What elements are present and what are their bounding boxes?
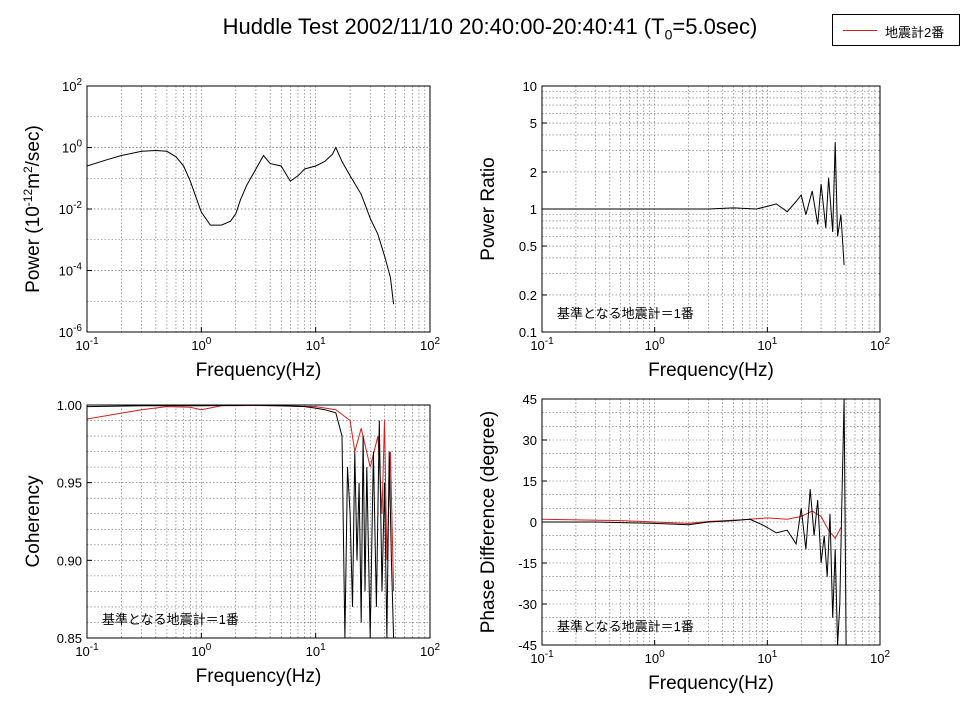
coherency-xtick-label: 100 — [191, 642, 211, 659]
coherency-plot-frame — [86, 404, 431, 639]
ratio-ytick-label: 1 — [530, 202, 537, 217]
power-ytick-label: 10-2 — [59, 200, 83, 217]
legend: 地震計2番 — [832, 14, 960, 46]
phase-xtick-label: 10-1 — [530, 649, 554, 666]
legend-swatch — [843, 30, 877, 31]
ratio-ytick-label: 0.2 — [519, 288, 537, 303]
ratio-ytick-label: 5 — [530, 116, 537, 131]
power-ytick-label: 102 — [62, 77, 82, 94]
ratio-xlabel: Frequency(Hz) — [648, 360, 774, 381]
ratio-ytick-label: 0.5 — [519, 239, 537, 254]
power-xtick-label: 101 — [306, 336, 326, 353]
coherency-ylabel: Coherency — [23, 475, 44, 567]
ratio-series-line-1 — [542, 142, 845, 266]
title-text: Huddle Test 2002/11/10 20:40:00-20:40:41… — [222, 14, 665, 39]
power-ytick-label: 100 — [62, 139, 82, 156]
ratio-series-group — [542, 142, 845, 266]
coherency-series-group — [87, 405, 395, 638]
coherency-ytick-label: 0.90 — [57, 553, 82, 568]
coherency-panel: 10-1 100 101 102 1.00 0.95 0.90 0.85 Frequency(H… — [23, 398, 440, 687]
coherency-xtick-label: 101 — [306, 642, 326, 659]
ratio-ytick-label: 10 — [523, 79, 537, 94]
ratio-xtick-label: 100 — [645, 336, 665, 353]
coherency-xtick-label: 102 — [420, 642, 440, 659]
coherency-annotation: 基準となる地震計＝1番 — [102, 612, 239, 627]
power-xtick-label: 10-1 — [75, 336, 99, 353]
legend-label: 地震計2番 — [885, 25, 945, 40]
coherency-xlabel: Frequency(Hz) — [196, 666, 322, 687]
coherency-xtick-label: 10-1 — [75, 642, 99, 659]
phase-ytick-label: -45 — [518, 638, 537, 653]
ratio-annotation: 基準となる地震計＝1番 — [557, 306, 694, 321]
power-ylabel: Power (10-12m2/sec) — [21, 125, 44, 293]
phase-xtick-label: 102 — [870, 649, 890, 666]
phase-ytick-label: 15 — [523, 474, 537, 489]
phase-ytick-label: -15 — [518, 556, 537, 571]
coherency-series-line-1 — [87, 405, 395, 638]
power-xtick-label: 102 — [420, 336, 440, 353]
coherency-grid — [86, 405, 430, 638]
power-series-line-1 — [87, 146, 395, 305]
phase-xtick-label: 101 — [757, 649, 777, 666]
power-grid — [86, 85, 430, 333]
phase-ytick-label: 45 — [523, 392, 537, 407]
power-xlabel: Frequency(Hz) — [196, 360, 322, 381]
phase-ytick-label: -30 — [518, 597, 537, 612]
phase-xlabel: Frequency(Hz) — [648, 673, 774, 694]
phase-panel: 10-1 100 101 102 45 30 15 0 -15 -30 -45 Frequency(H… — [478, 392, 890, 694]
phase-ylabel: Phase Difference (degree) — [478, 411, 499, 634]
title-text-end: =5.0sec) — [672, 14, 758, 39]
phase-ytick-label: 30 — [523, 433, 537, 448]
coherency-series-line-2 — [87, 405, 395, 592]
ratio-xtick-label: 102 — [870, 336, 890, 353]
coherency-ytick-label: 1.00 — [57, 398, 82, 413]
phase-xtick-label: 100 — [645, 649, 665, 666]
phase-series-group — [542, 399, 847, 645]
coherency-ytick-label: 0.85 — [57, 631, 82, 646]
ratio-ylabel: Power Ratio — [478, 157, 499, 261]
power-xtick-label: 100 — [191, 336, 211, 353]
phase-ytick-label: 0 — [530, 515, 537, 530]
power-panel: 10-1 100 101 102 102 100 10-2 10-4 10-6 Frequency… — [21, 77, 440, 381]
title-subscript: 0 — [664, 26, 673, 43]
power-ytick-label: 10-6 — [59, 323, 83, 340]
ratio-ytick-label: 2 — [530, 165, 537, 180]
phase-series-line-1 — [542, 399, 847, 645]
ratio-ytick-label: 0.1 — [519, 325, 537, 340]
ratio-xtick-label: 10-1 — [530, 336, 554, 353]
ratio-panel: 10-1 100 101 102 10 5 2 1 0.5 0.2 0.1 Frequency(Hz)… — [478, 79, 890, 381]
phase-series-line-2 — [542, 510, 842, 540]
coherency-ytick-label: 0.95 — [57, 476, 82, 491]
power-series-group — [87, 146, 395, 305]
phase-annotation: 基準となる地震計＝1番 — [557, 619, 694, 634]
ratio-xtick-label: 101 — [757, 336, 777, 353]
power-ytick-label: 10-4 — [59, 262, 83, 279]
chart-title: Huddle Test 2002/11/10 20:40:00-20:40:41… — [150, 14, 830, 42]
